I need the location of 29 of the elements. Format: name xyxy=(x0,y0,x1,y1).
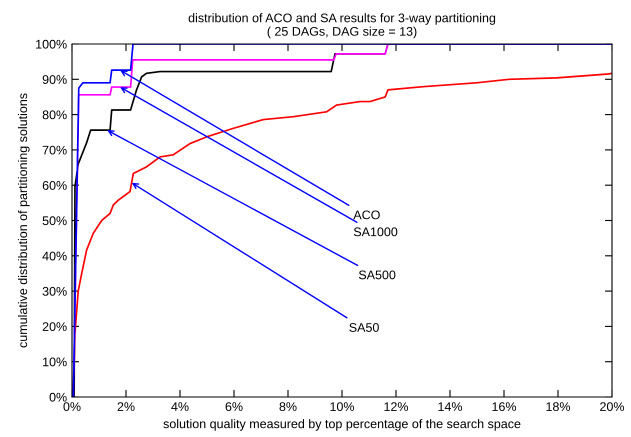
y-tick-label: 0% xyxy=(50,392,67,402)
y-tick-label: 10% xyxy=(43,358,67,366)
x-tick-label: 2% xyxy=(118,402,135,411)
annotation: ACO xyxy=(353,210,380,220)
y-tick-label: 60% xyxy=(42,181,67,190)
x-tick-label: 12% xyxy=(384,402,408,411)
x-tick-label: 16% xyxy=(492,402,516,412)
x-axis-title: solution quality measured by top percentage of the search space xyxy=(163,419,520,431)
chart-title: distribution of ACO and SA results for 3-way partitioning ( 25 DAGs, DAG size = 13) xyxy=(188,13,496,38)
y-tick-label: 80% xyxy=(42,110,67,120)
y-tick-label: 30% xyxy=(42,286,67,296)
y-tick-label: 90% xyxy=(42,75,67,84)
y-tick-label: 40% xyxy=(42,252,67,260)
x-tick-label: 8% xyxy=(280,402,297,412)
x-tick-label: 20% xyxy=(600,402,624,412)
x-tick-label: 14% xyxy=(438,402,462,411)
y-tick-label: 100% xyxy=(36,40,67,49)
annotation: SA50 xyxy=(349,323,379,332)
annotation: SA1000 xyxy=(354,227,398,236)
x-tick-label: 10% xyxy=(330,402,354,412)
y-tick-label: 70% xyxy=(42,146,67,155)
x-tick-label: 6% xyxy=(226,402,243,412)
annotation: SA500 xyxy=(358,270,396,280)
y-tick-label: 20% xyxy=(42,322,67,332)
y-axis-title: cumulative distribution of partitioning solutions xyxy=(18,93,30,348)
x-tick-label: 0% xyxy=(63,402,81,412)
x-tick-label: 4% xyxy=(171,402,189,411)
y-tick-label: 50% xyxy=(42,216,67,226)
x-tick-label: 18% xyxy=(546,402,570,412)
